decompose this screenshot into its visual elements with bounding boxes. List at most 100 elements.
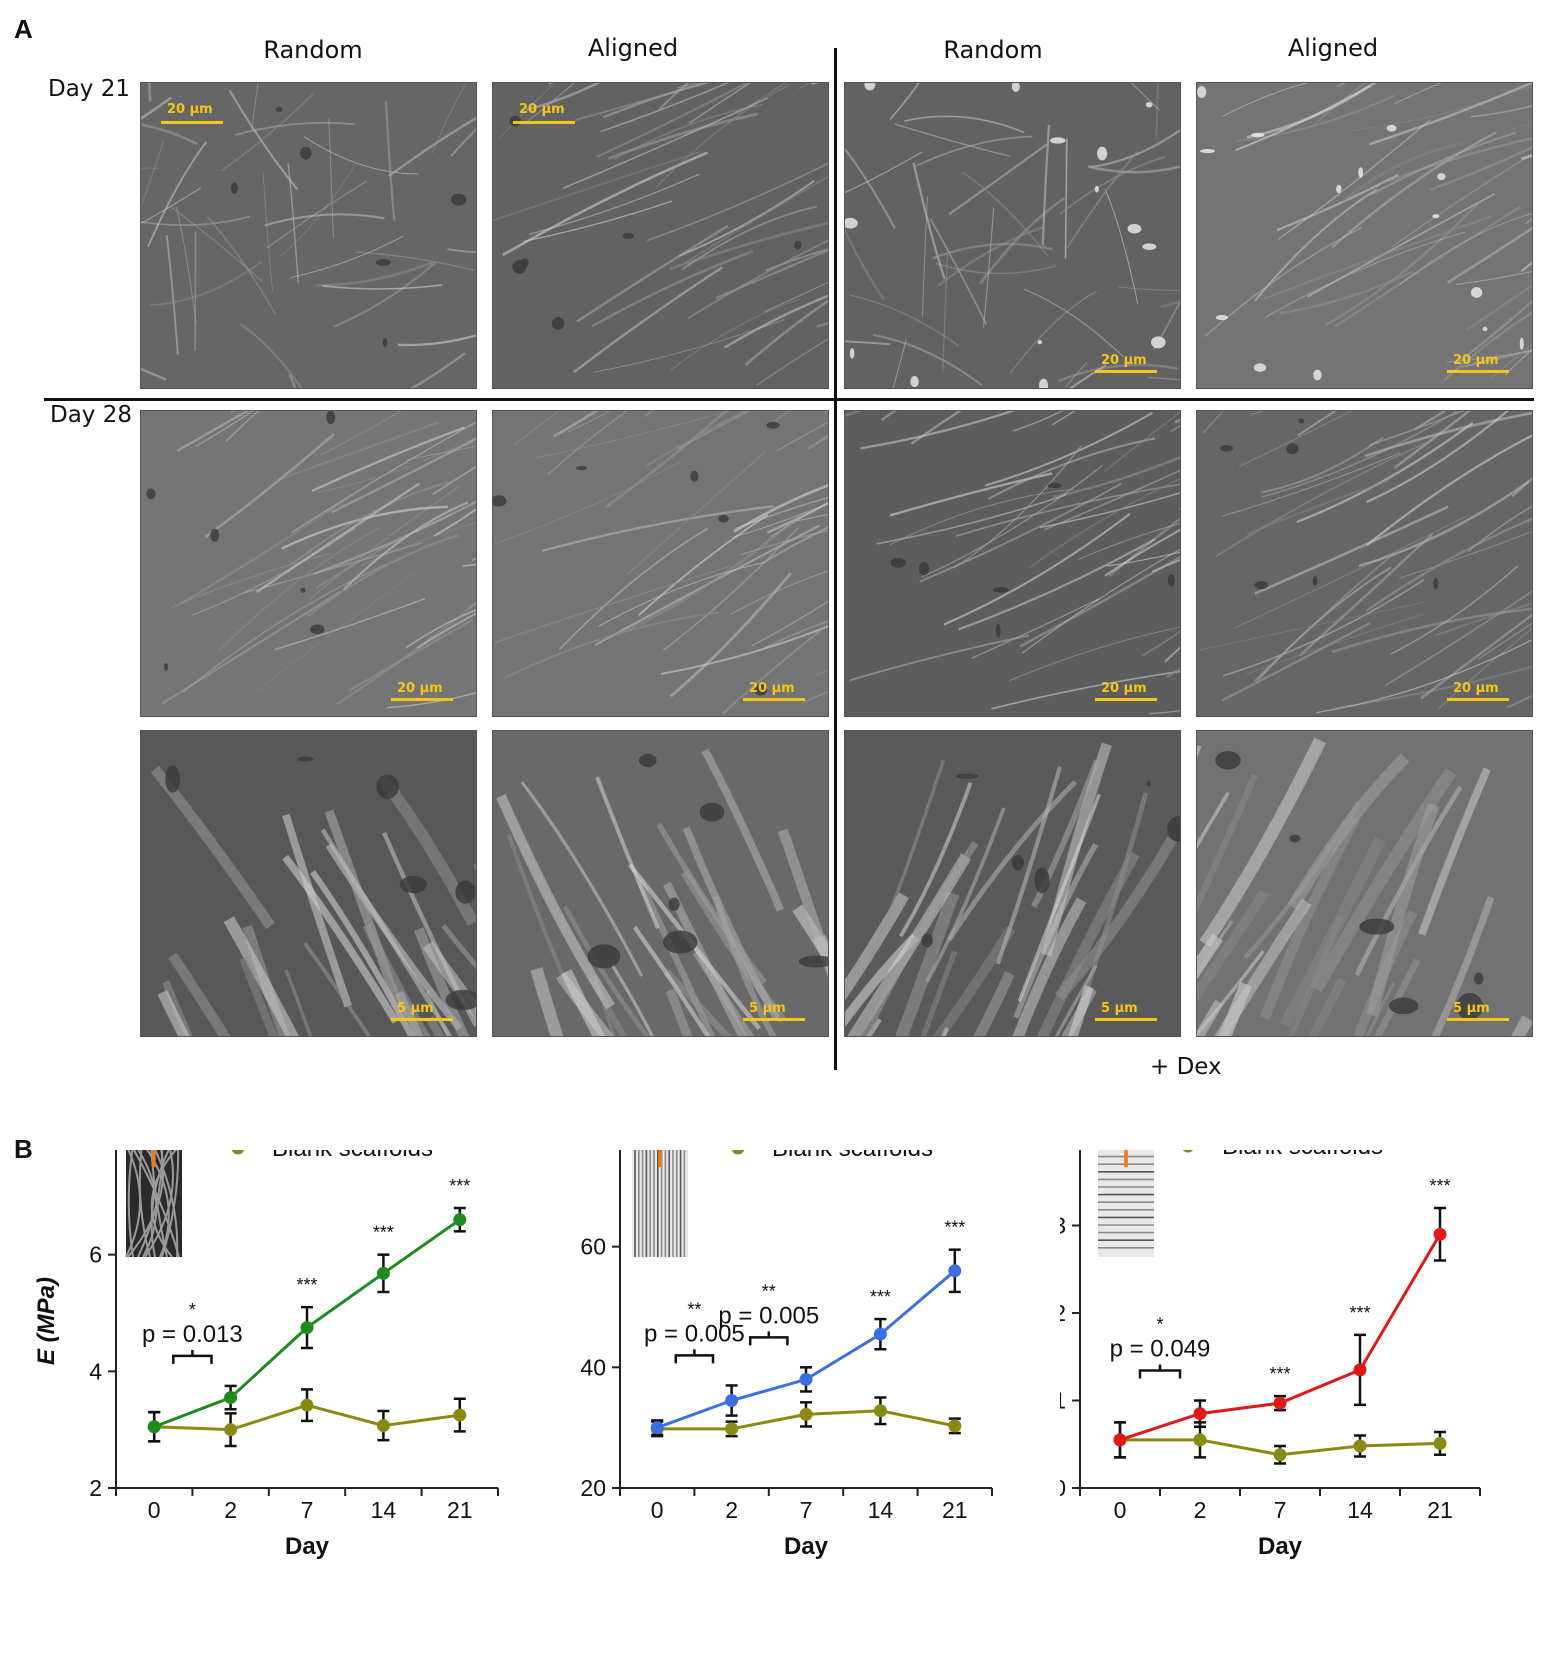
y-tick-label: 0 bbox=[1060, 1475, 1066, 1501]
data-point bbox=[1353, 1439, 1367, 1453]
legend-label: Blank scaffolds bbox=[1222, 1150, 1383, 1160]
sem-image: 20 µm bbox=[844, 410, 1181, 717]
significance-marker: ** bbox=[687, 1299, 701, 1319]
y-axis-label: E (MPa) bbox=[33, 1277, 60, 1365]
significance-marker: * bbox=[1156, 1315, 1163, 1335]
data-point bbox=[799, 1407, 813, 1421]
x-tick-label: 0 bbox=[1114, 1497, 1127, 1523]
column-label-random-dex: Random bbox=[943, 36, 1043, 64]
significance-marker: *** bbox=[449, 1176, 470, 1196]
data-point bbox=[1433, 1227, 1447, 1241]
y-tick-label: 0.1 bbox=[1060, 1388, 1066, 1414]
data-point bbox=[1433, 1436, 1447, 1450]
scale-bar-label: 20 µm bbox=[1453, 353, 1499, 368]
x-tick-label: 21 bbox=[1427, 1497, 1453, 1523]
legend-marker bbox=[1181, 1139, 1195, 1153]
chart-transverse-scaffold: 0 0.1 0.2 0.3 0.4 0 2 7 14 21 Day *** *** *** p = 0.04… bbox=[1034, 1095, 1560, 1671]
significance-marker: *** bbox=[1269, 1364, 1290, 1384]
vertical-divider bbox=[834, 48, 837, 1070]
scale-bar-label: 20 µm bbox=[519, 102, 565, 117]
significance-bracket bbox=[172, 1349, 213, 1364]
y-tick-label: 0.3 bbox=[1060, 1213, 1066, 1239]
y-tick-label: 60 bbox=[580, 1234, 606, 1260]
sem-image: 5 µm bbox=[140, 730, 477, 1037]
data-point bbox=[1193, 1407, 1207, 1421]
significance-bracket bbox=[1138, 1364, 1182, 1379]
p-value-label: p = 0.049 bbox=[1110, 1336, 1211, 1363]
scale-bar-label: 20 µm bbox=[749, 681, 795, 696]
data-point bbox=[224, 1391, 238, 1405]
sem-image: 5 µm bbox=[492, 730, 829, 1037]
significance-bracket bbox=[748, 1331, 789, 1346]
data-point bbox=[1273, 1396, 1287, 1410]
significance-bracket bbox=[674, 1349, 715, 1364]
scale-bar-label: 20 µm bbox=[397, 681, 443, 696]
data-point bbox=[725, 1422, 739, 1436]
panel-b-letter: B bbox=[14, 1134, 33, 1164]
data-point bbox=[1193, 1433, 1207, 1447]
column-label-aligned-dex: Aligned bbox=[1287, 34, 1379, 62]
data-point bbox=[300, 1321, 314, 1335]
y-tick-label: 4 bbox=[89, 1358, 102, 1384]
data-point bbox=[300, 1398, 314, 1412]
horizontal-divider bbox=[44, 398, 1534, 401]
x-tick-label: 2 bbox=[224, 1497, 237, 1523]
sem-image: 20 µm bbox=[140, 410, 477, 717]
data-point bbox=[453, 1408, 467, 1422]
row-label-day21: Day 21 bbox=[48, 76, 130, 102]
significance-marker: *** bbox=[870, 1287, 891, 1307]
y-tick-label: 0.2 bbox=[1060, 1300, 1066, 1326]
column-label-aligned: Aligned bbox=[587, 34, 679, 62]
significance-marker: *** bbox=[296, 1275, 317, 1295]
row-label-day28: Day 28 bbox=[50, 402, 132, 428]
data-point bbox=[453, 1213, 467, 1227]
scale-bar-label: 20 µm bbox=[167, 102, 213, 117]
x-axis-label: Day bbox=[285, 1533, 330, 1560]
data-point bbox=[948, 1264, 962, 1278]
scale-bar-label: 20 µm bbox=[1101, 353, 1147, 368]
x-tick-label: 0 bbox=[148, 1497, 161, 1523]
x-tick-label: 7 bbox=[301, 1497, 314, 1523]
x-tick-label: 21 bbox=[942, 1497, 968, 1523]
data-point bbox=[1353, 1363, 1367, 1377]
sem-image: 20 µm bbox=[492, 82, 829, 389]
sem-image: 5 µm bbox=[844, 730, 1181, 1037]
p-value-label: p = 0.005 bbox=[644, 1320, 745, 1347]
sem-image: 5 µm bbox=[1196, 730, 1533, 1037]
sem-image: 20 µm bbox=[140, 82, 477, 389]
significance-marker: *** bbox=[944, 1218, 965, 1238]
x-tick-label: 14 bbox=[1347, 1497, 1373, 1523]
significance-marker: * bbox=[189, 1300, 196, 1320]
data-point bbox=[376, 1419, 390, 1433]
data-point bbox=[224, 1423, 238, 1437]
data-point bbox=[948, 1419, 962, 1433]
data-point bbox=[1273, 1448, 1287, 1462]
p-value-label: p = 0.005 bbox=[718, 1302, 819, 1329]
data-point bbox=[147, 1420, 161, 1434]
scale-bar-label: 5 µm bbox=[397, 1001, 434, 1016]
column-label-random: Random bbox=[263, 36, 363, 64]
sem-image: 20 µm bbox=[844, 82, 1181, 389]
x-tick-label: 7 bbox=[1274, 1497, 1287, 1523]
x-tick-label: 2 bbox=[725, 1497, 738, 1523]
significance-marker: *** bbox=[373, 1223, 394, 1243]
dex-condition-label: + Dex bbox=[1150, 1054, 1222, 1080]
legend-marker bbox=[731, 1141, 745, 1155]
p-value-label: p = 0.013 bbox=[142, 1321, 243, 1348]
scale-bar-label: 20 µm bbox=[1101, 681, 1147, 696]
x-tick-label: 21 bbox=[447, 1497, 473, 1523]
x-axis-label: Day bbox=[1258, 1533, 1303, 1560]
x-axis-label: Day bbox=[784, 1533, 829, 1560]
scale-bar-label: 20 µm bbox=[1453, 681, 1499, 696]
y-tick-label: 40 bbox=[580, 1354, 606, 1380]
x-tick-label: 7 bbox=[800, 1497, 813, 1523]
data-point bbox=[725, 1394, 739, 1408]
significance-marker: *** bbox=[1349, 1303, 1370, 1323]
x-tick-label: 0 bbox=[651, 1497, 664, 1523]
scale-bar-label: 5 µm bbox=[749, 1001, 786, 1016]
data-point bbox=[650, 1421, 664, 1435]
y-tick-label: 6 bbox=[89, 1242, 102, 1268]
y-tick-label: 2 bbox=[89, 1475, 102, 1501]
sem-image: 20 µm bbox=[1196, 410, 1533, 717]
chart-random-scaffold: 2 4 6 8 0 2 7 14 21 Day E (MPa) *** *** *** p = 0.013*… bbox=[30, 1097, 550, 1671]
